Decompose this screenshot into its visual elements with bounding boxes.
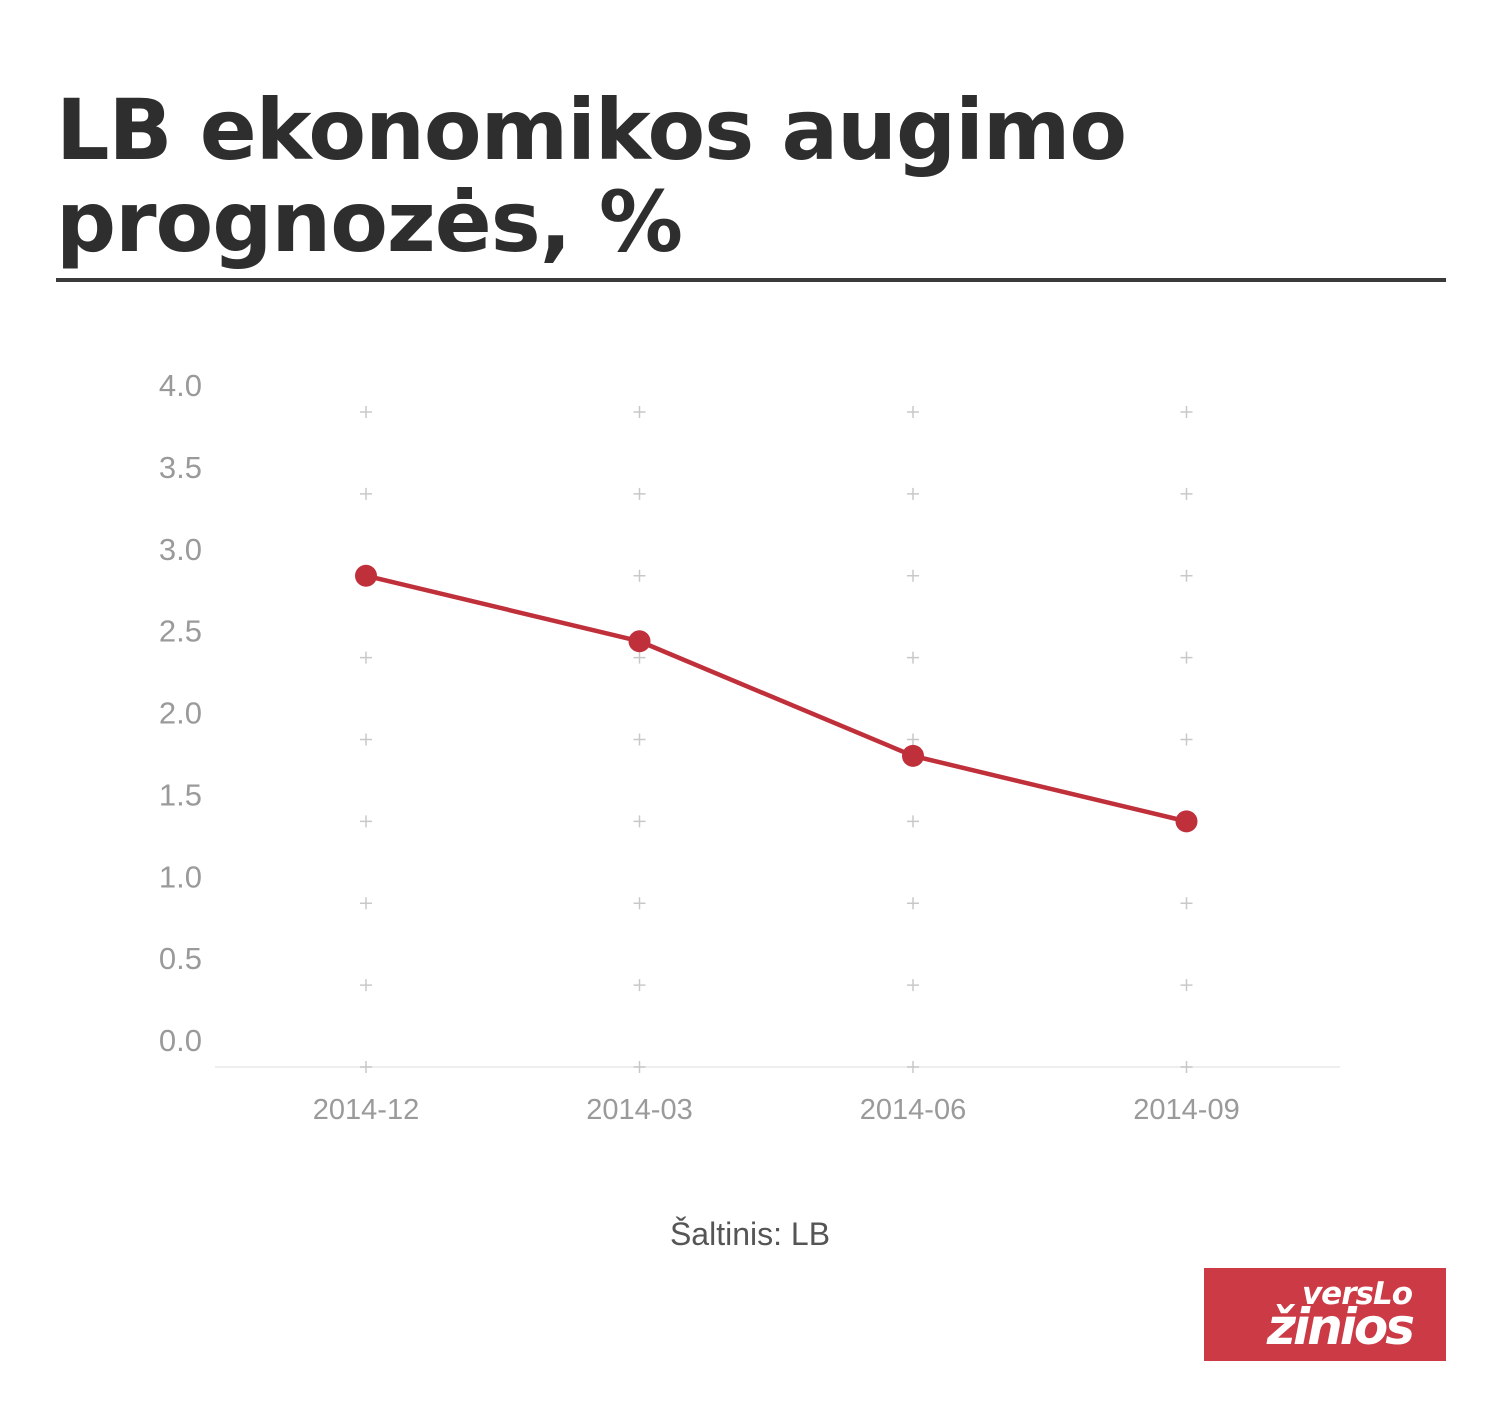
grid-marker bbox=[633, 569, 646, 582]
x-tick-label: 2014-06 bbox=[860, 1094, 966, 1126]
grid-marker bbox=[1180, 979, 1193, 992]
grid-marker bbox=[633, 651, 646, 664]
grid-marker bbox=[907, 733, 919, 746]
data-point bbox=[628, 630, 651, 653]
grid-marker bbox=[907, 1061, 919, 1073]
grid-marker bbox=[633, 406, 646, 418]
y-tick-label: 2.5 bbox=[159, 614, 202, 649]
y-tick-label: 2.0 bbox=[159, 696, 202, 731]
grid-marker bbox=[907, 979, 919, 992]
grid-marker bbox=[633, 897, 646, 910]
grid-marker bbox=[360, 815, 372, 828]
y-tick-label: 1.5 bbox=[159, 777, 202, 812]
y-tick-label: 3.5 bbox=[159, 450, 202, 485]
grid-marker bbox=[907, 815, 919, 828]
x-axis: 2014-12 2014-03 2014-06 2014-09 bbox=[313, 1094, 1240, 1126]
grid-marker bbox=[360, 487, 372, 500]
logo-line2: žinios bbox=[1266, 1298, 1415, 1356]
grid-marker bbox=[633, 1061, 646, 1073]
logo-line1: versLo bbox=[1301, 1276, 1413, 1312]
line-chart: 0.00.51.01.52.02.53.03.54.0 2014-12 2014-… bbox=[159, 368, 1340, 1126]
x-tick-label: 2014-12 bbox=[313, 1094, 419, 1126]
grid-marker bbox=[907, 487, 919, 500]
chart-title: LB ekonomikos augimo prognozės, % bbox=[56, 81, 1127, 271]
grid-marker bbox=[907, 569, 919, 582]
grid-marker bbox=[633, 733, 646, 746]
grid-marker bbox=[633, 979, 646, 992]
grid-marker bbox=[907, 651, 919, 664]
grid-marker bbox=[633, 815, 646, 828]
y-tick-label: 4.0 bbox=[159, 368, 202, 403]
source-note: Šaltinis: LB bbox=[669, 1216, 831, 1252]
x-tick-label: 2014-03 bbox=[586, 1094, 692, 1126]
grid-marker bbox=[360, 406, 372, 418]
grid-marker bbox=[1180, 406, 1193, 418]
grid-marker bbox=[1180, 1061, 1193, 1073]
grid-marker bbox=[1180, 733, 1193, 746]
grid-markers bbox=[215, 406, 1340, 1073]
grid-marker bbox=[1180, 897, 1193, 910]
y-tick-label: 1.0 bbox=[159, 859, 202, 894]
data-point bbox=[355, 564, 377, 587]
versloziniosl-logo: versLo žinios bbox=[1204, 1268, 1446, 1361]
grid-marker bbox=[907, 406, 919, 418]
grid-marker bbox=[360, 979, 372, 992]
grid-marker bbox=[360, 651, 372, 664]
y-tick-label: 0.5 bbox=[159, 941, 202, 976]
grid-marker bbox=[1180, 487, 1193, 500]
grid-marker bbox=[1180, 651, 1193, 664]
y-tick-label: 0.0 bbox=[159, 1023, 202, 1058]
y-axis: 0.0 0.5 1.0 1.5 2.0 2.5 3.0 3.5 4.0 bbox=[159, 368, 202, 1058]
grid-marker bbox=[907, 897, 919, 910]
grid-marker bbox=[633, 487, 646, 500]
grid-marker bbox=[360, 897, 372, 910]
x-tick-label: 2014-09 bbox=[1133, 1094, 1239, 1126]
series-forecast bbox=[355, 564, 1198, 833]
y-tick-label: 3.0 bbox=[159, 532, 202, 567]
title-rule bbox=[56, 278, 1446, 282]
grid-marker bbox=[360, 733, 372, 746]
data-point bbox=[1175, 810, 1198, 833]
series-line bbox=[365, 573, 1188, 824]
grid-marker bbox=[1180, 569, 1193, 582]
grid-marker bbox=[360, 1061, 372, 1073]
data-point bbox=[902, 744, 924, 767]
